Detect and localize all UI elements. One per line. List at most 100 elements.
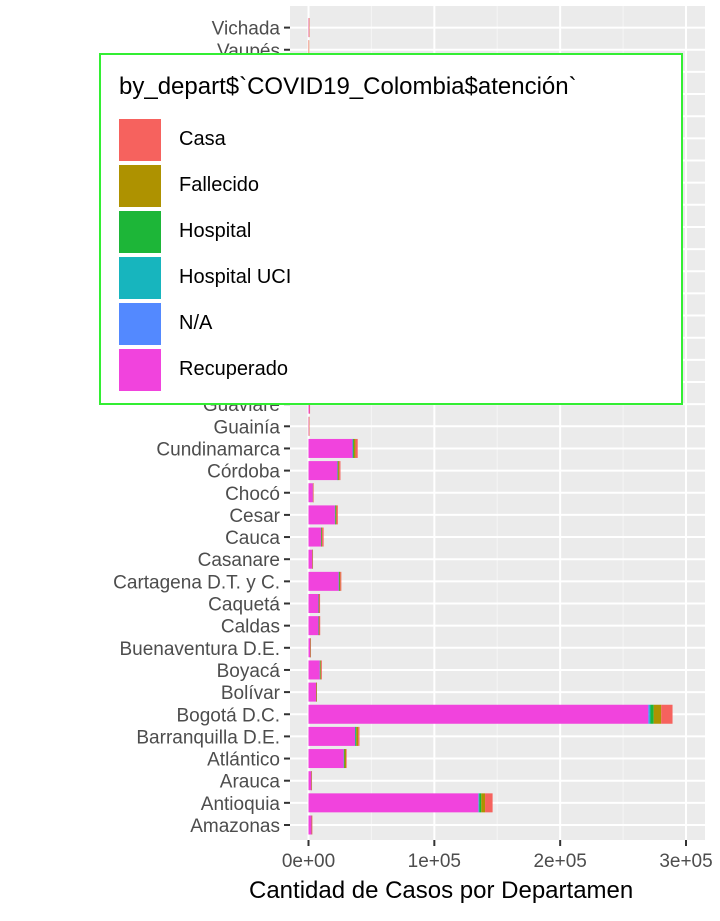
y-tick-label: Chocó <box>225 484 280 505</box>
legend-label: Recuperado <box>179 358 288 380</box>
y-tick-label: Cauca <box>225 528 280 549</box>
bar-segment <box>321 527 323 547</box>
y-tick-label: Bogotá D.C. <box>177 705 281 726</box>
legend-label: N/A <box>179 312 213 334</box>
bar-segment <box>308 704 649 724</box>
bar-segment <box>308 416 309 436</box>
bar-segment <box>308 438 353 458</box>
bar-segment <box>343 749 345 769</box>
legend-key-swatch <box>119 119 161 161</box>
bar-segment <box>308 616 319 636</box>
bar-segment <box>308 571 339 591</box>
bar-segment <box>308 660 320 680</box>
bar-segment <box>355 726 356 746</box>
bar-segment <box>650 704 654 724</box>
legend-key-swatch <box>119 211 161 253</box>
bar-segment <box>308 793 479 813</box>
bar-segment <box>338 571 340 591</box>
x-axis-title: Cantidad de Casos por Departamen <box>249 877 633 904</box>
bar-segment <box>653 704 662 724</box>
bar-segment <box>344 749 345 769</box>
bar-segment <box>308 461 338 481</box>
bar-segment <box>313 483 314 503</box>
bar-segment <box>311 815 313 835</box>
y-tick-label: Bolívar <box>221 683 281 704</box>
bar-segment <box>310 638 311 658</box>
legend: by_depart$`COVID19_Colombia$atención` Ca… <box>99 53 683 405</box>
bar-segment <box>316 682 317 702</box>
legend-label: Hospital UCI <box>179 266 292 288</box>
y-tick-label: Buenaventura D.E. <box>119 639 280 660</box>
bar-segment <box>338 461 340 481</box>
bar-segment <box>344 749 346 769</box>
bar-segment <box>321 527 322 547</box>
bar-segment <box>308 483 313 503</box>
bar-segment <box>316 682 317 702</box>
y-tick-label: Boyacá <box>217 661 281 682</box>
bar-segment <box>311 771 313 791</box>
y-tick-label: Cundinamarca <box>156 439 280 460</box>
bar-segment <box>355 726 357 746</box>
bar-segment <box>345 749 347 769</box>
y-tick-label: Vichada <box>212 19 281 40</box>
legend-item: Recuperado <box>119 347 659 393</box>
bar-segment <box>339 571 340 591</box>
legend-item: Fallecido <box>119 163 659 209</box>
y-tick-label: Barranquilla D.E. <box>136 727 280 748</box>
legend-item: Casa <box>119 117 659 163</box>
y-tick-label: Cesar <box>229 506 280 527</box>
bar-segment <box>353 438 354 458</box>
x-tick-label: 2e+05 <box>533 851 586 872</box>
y-tick-label: Casanare <box>198 550 280 571</box>
x-tick-label: 0e+00 <box>282 851 335 872</box>
bar-segment <box>308 40 310 60</box>
bar-segment <box>352 438 354 458</box>
bar-segment <box>308 549 313 569</box>
bar-segment <box>308 771 312 791</box>
bar-segment <box>478 793 479 813</box>
y-tick-label: Atlántico <box>207 750 280 771</box>
legend-title: by_depart$`COVID19_Colombia$atención` <box>119 73 577 100</box>
bar-segment <box>322 527 324 547</box>
bar-segment <box>478 793 480 813</box>
bar-segment <box>308 594 319 613</box>
bar-segment <box>320 660 321 680</box>
bar-segment <box>353 438 356 458</box>
y-tick-label: Guainía <box>213 417 280 438</box>
bar-segment <box>319 594 321 613</box>
bar-segment <box>318 594 320 613</box>
bar-segment <box>337 461 339 481</box>
bar-segment <box>661 704 673 724</box>
bar-segment <box>335 505 336 525</box>
bar-segment <box>648 704 650 724</box>
bar-segment <box>335 505 336 525</box>
y-tick-label: Caldas <box>221 617 280 638</box>
bar-segment <box>356 726 359 746</box>
legend-label: Hospital <box>179 220 252 242</box>
x-tick-label: 1e+05 <box>408 851 461 872</box>
bar-segment <box>308 416 310 436</box>
legend-key-swatch <box>119 257 161 299</box>
bar-segment <box>318 616 320 636</box>
bar-segment <box>320 660 322 680</box>
bar-segment <box>485 793 493 813</box>
legend-label: Casa <box>179 128 226 150</box>
bar-segment <box>308 749 344 769</box>
bar-segment <box>355 438 358 458</box>
bar-segment <box>336 505 338 525</box>
bar-segment <box>308 815 312 835</box>
bar-segment <box>319 660 321 680</box>
x-axis: 0e+00 1e+05 2e+05 3e+05 <box>282 840 713 872</box>
legend-key-swatch <box>119 303 161 345</box>
bar-segment <box>308 726 356 746</box>
bar-segment <box>479 793 482 813</box>
bar-segment <box>308 18 309 38</box>
y-tick-label: Antioquia <box>201 794 281 815</box>
bar-segment <box>312 549 314 569</box>
bar-segment <box>481 793 486 813</box>
bar-segment <box>308 527 322 547</box>
bar-segment <box>339 461 341 481</box>
legend-label: Fallecido <box>179 174 260 196</box>
bar-segment <box>308 505 335 525</box>
bar-segment <box>308 18 310 38</box>
